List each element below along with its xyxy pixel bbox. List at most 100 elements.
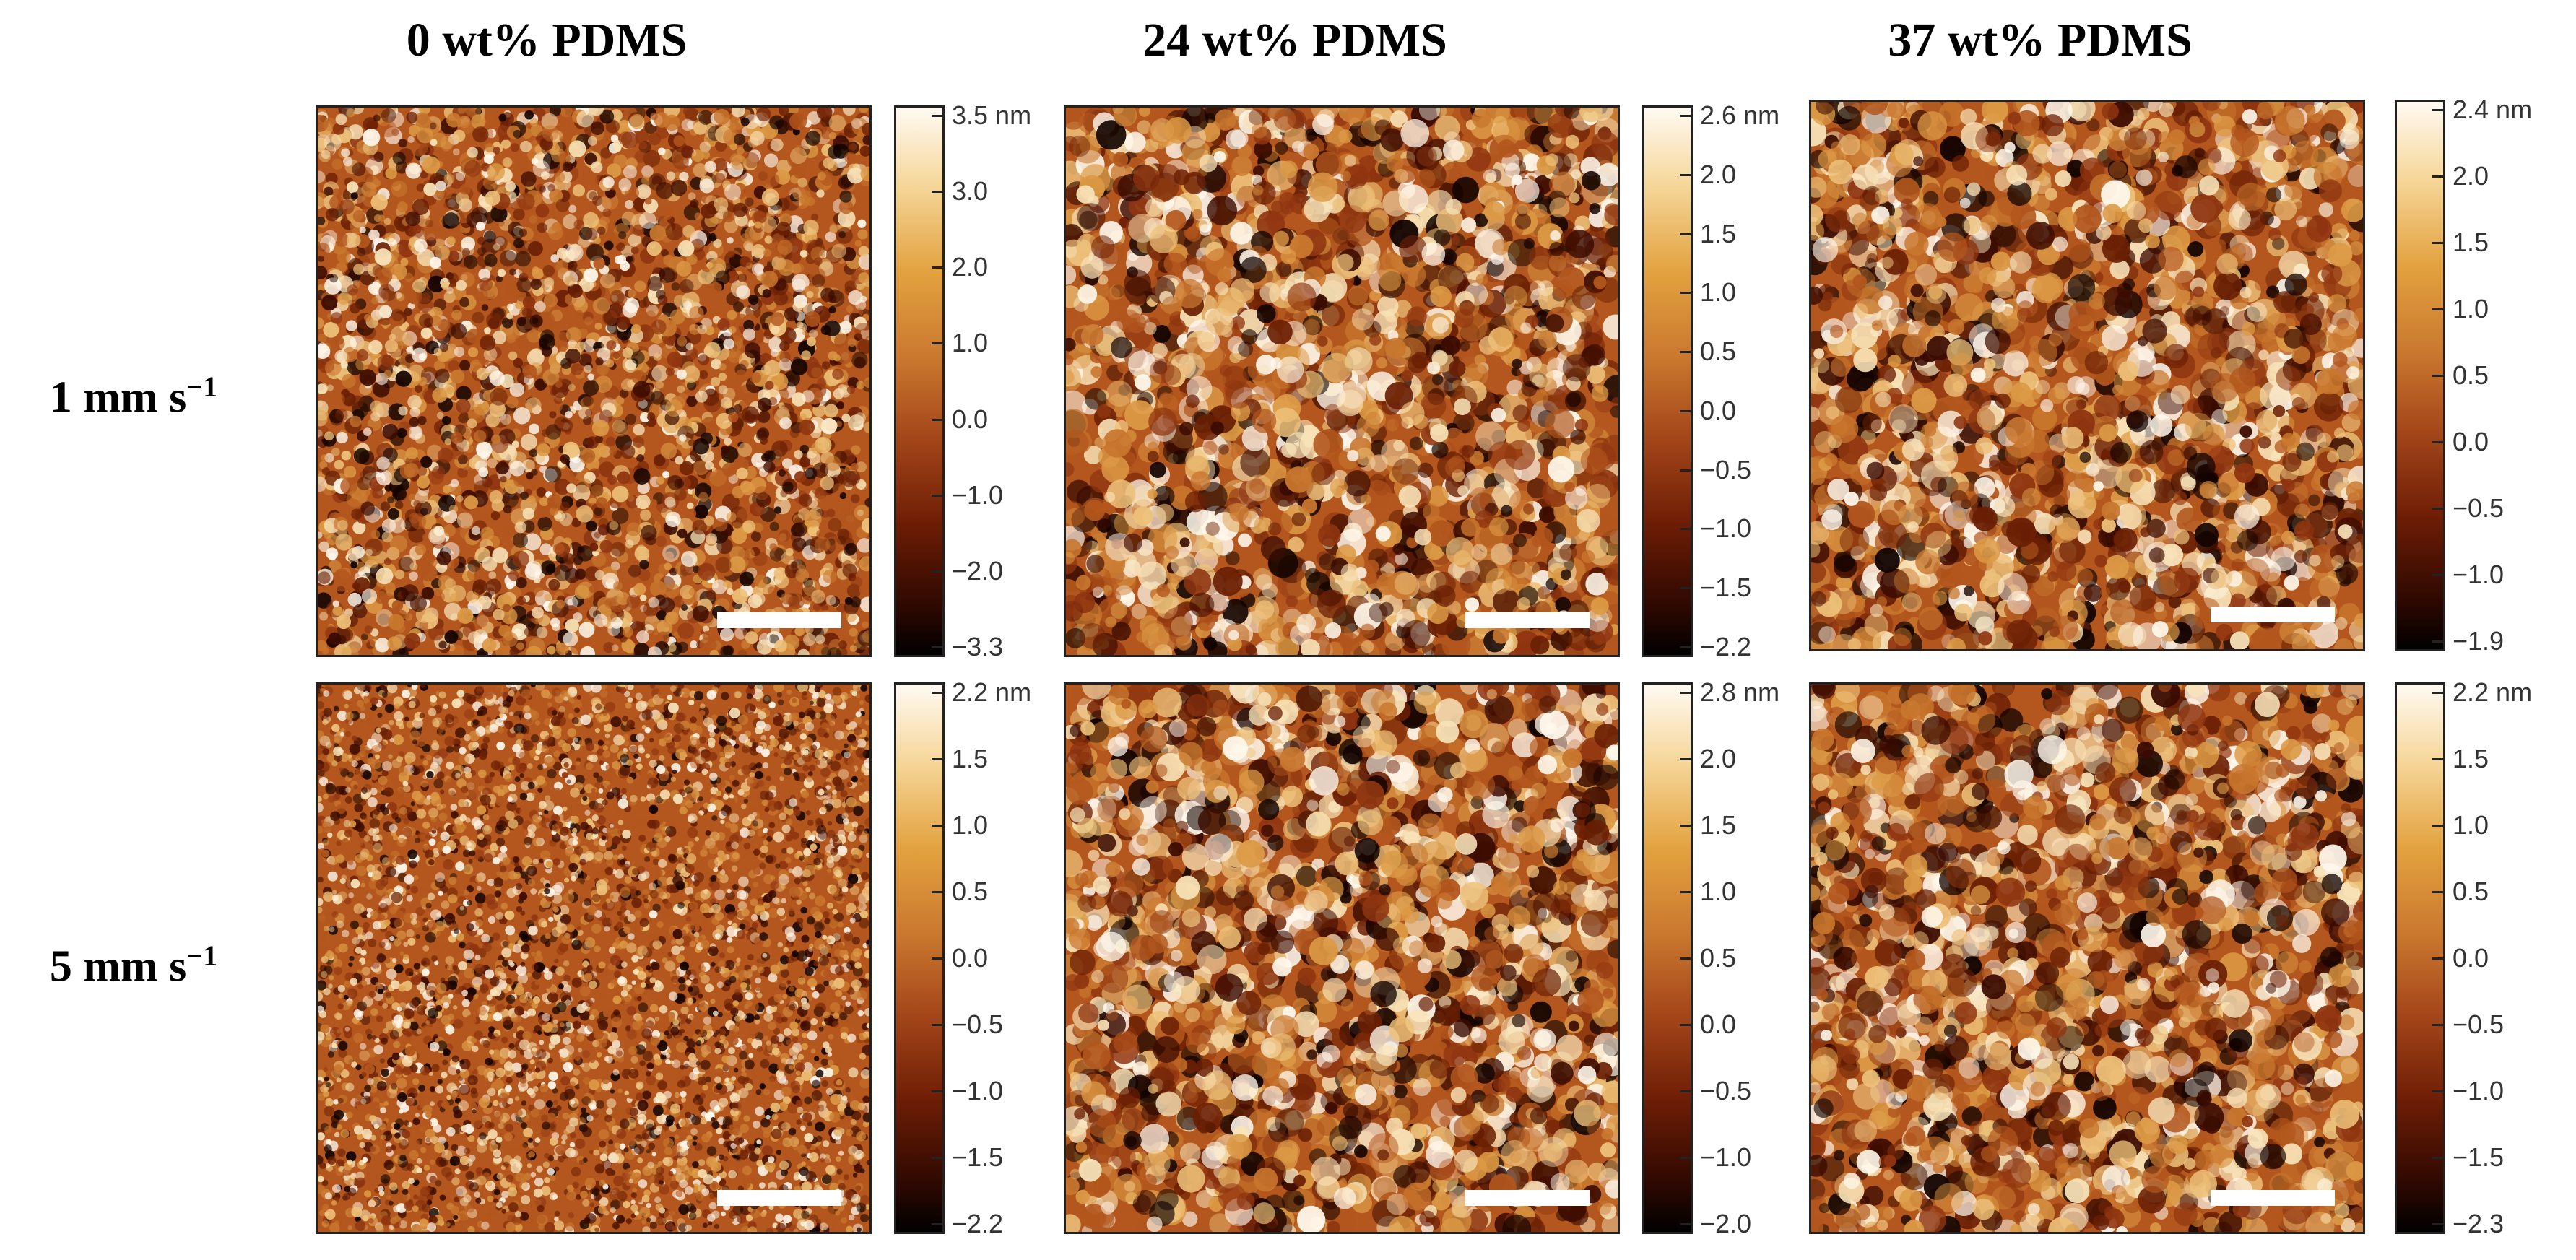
- afm-grain: [772, 407, 784, 419]
- afm-grain: [814, 536, 831, 553]
- afm-grain: [428, 625, 445, 641]
- afm-grain: [744, 548, 755, 559]
- afm-grain: [423, 226, 438, 240]
- afm-grain: [602, 176, 615, 188]
- afm-grain: [446, 113, 461, 128]
- afm-grain: [503, 525, 516, 539]
- afm-grain: [1148, 523, 1178, 553]
- afm-grain: [828, 115, 846, 132]
- afm-grain: [370, 194, 388, 211]
- afm-grain: [713, 197, 729, 212]
- afm-grain: [660, 443, 677, 459]
- afm-grain: [623, 165, 637, 179]
- afm-grain: [464, 495, 479, 510]
- afm-grain: [690, 640, 698, 649]
- afm-grain: [625, 539, 634, 548]
- afm-grain: [751, 244, 766, 258]
- afm-grain: [489, 490, 503, 504]
- afm-grain: [490, 346, 502, 359]
- afm-grain: [737, 443, 753, 457]
- afm-grain: [541, 113, 558, 130]
- afm-grain: [500, 414, 512, 425]
- afm-grain: [789, 147, 807, 165]
- afm-grain: [726, 512, 737, 522]
- afm-grain: [459, 183, 472, 195]
- afm-grain: [677, 336, 688, 347]
- afm-grain: [771, 440, 788, 457]
- afm-grain: [685, 342, 694, 351]
- afm-grain: [392, 152, 406, 165]
- afm-grain: [404, 463, 419, 478]
- afm-grain: [615, 242, 625, 251]
- afm-grain: [522, 364, 537, 379]
- afm-grain: [680, 585, 695, 599]
- afm-grain: [640, 412, 648, 420]
- afm-grain: [638, 399, 648, 409]
- afm-grain: [586, 243, 604, 261]
- afm-grain: [665, 222, 683, 241]
- afm-grain: [584, 472, 596, 484]
- afm-grain: [443, 515, 451, 522]
- afm-grain: [458, 454, 468, 465]
- afm-grain: [646, 412, 656, 421]
- afm-grain: [729, 326, 737, 334]
- afm-grain: [768, 633, 779, 644]
- afm-grain: [412, 347, 428, 363]
- afm-grain: [591, 161, 603, 173]
- afm-grain: [389, 334, 396, 341]
- afm-grain: [1397, 453, 1421, 477]
- afm-grain: [858, 246, 869, 257]
- afm-grain: [328, 552, 337, 561]
- afm-grain: [720, 646, 733, 655]
- afm-grain: [641, 175, 652, 186]
- afm-grain: [632, 224, 645, 237]
- afm-grain: [1512, 404, 1530, 422]
- afm-grain: [516, 290, 527, 302]
- row-title-1mms-sup: −1: [186, 370, 218, 403]
- afm-grain: [362, 466, 377, 480]
- afm-grain: [1365, 560, 1379, 574]
- afm-grain: [318, 531, 323, 539]
- afm-grain: [594, 570, 605, 581]
- afm-grain: [547, 183, 555, 192]
- afm-grain: [1522, 153, 1541, 172]
- afm-grain: [811, 589, 825, 604]
- afm-grain: [1507, 238, 1536, 267]
- afm-grain: [436, 412, 444, 420]
- afm-grain: [329, 274, 339, 283]
- afm-grain: [672, 357, 682, 368]
- afm-grain: [625, 495, 640, 509]
- afm-grain: [506, 334, 516, 344]
- afm-grain: [1316, 551, 1331, 566]
- afm-grain: [342, 156, 353, 167]
- afm-grain: [820, 258, 831, 270]
- afm-grain: [363, 313, 372, 322]
- afm-grain: [863, 377, 869, 388]
- afm-grain: [1370, 439, 1387, 456]
- afm-grain: [621, 211, 636, 226]
- afm-grain: [492, 547, 508, 564]
- afm-grain: [318, 317, 324, 330]
- afm-grain: [806, 290, 814, 298]
- afm-grain: [814, 257, 823, 266]
- afm-grain: [1385, 455, 1403, 473]
- afm-grain: [792, 278, 806, 292]
- afm-grain: [615, 396, 625, 405]
- afm-grain: [361, 633, 368, 640]
- afm-grain: [854, 412, 866, 425]
- afm-grain: [742, 520, 756, 534]
- afm-grain: [689, 305, 704, 321]
- afm-grain: [434, 190, 445, 201]
- afm-grain: [744, 114, 760, 129]
- afm-grain: [1252, 568, 1272, 588]
- afm-grain: [576, 505, 594, 523]
- afm-grain: [532, 160, 550, 178]
- afm-grain: [682, 365, 701, 383]
- afm-grain: [360, 501, 375, 516]
- afm-grain: [1456, 414, 1473, 431]
- afm-grain: [686, 381, 697, 391]
- afm-grain: [346, 181, 359, 194]
- afm-grain: [862, 135, 869, 145]
- afm-grain: [326, 384, 334, 391]
- afm-grain: [610, 617, 623, 629]
